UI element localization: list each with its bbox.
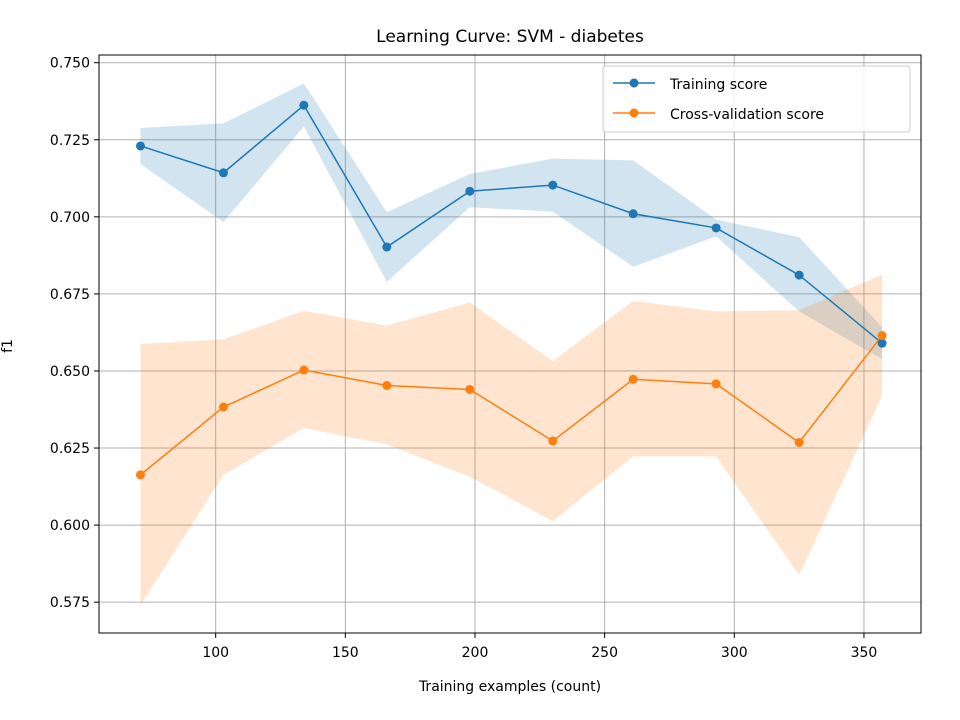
grid	[99, 55, 921, 633]
point-training	[218, 168, 228, 178]
point-training	[465, 186, 475, 196]
point-training	[877, 338, 887, 348]
y-axis-label: f1	[0, 339, 16, 353]
line-cross-validation	[140, 335, 883, 476]
legend-entry-cross-validation: Cross-validation score	[613, 107, 824, 123]
point-cross-validation	[218, 402, 228, 412]
plot-frame	[98, 54, 922, 634]
point-cross-validation	[465, 384, 475, 394]
legend-marker-cross-validation	[629, 108, 639, 118]
legend: Training score Cross-validation score	[602, 65, 911, 133]
point-training	[628, 209, 638, 219]
line-training	[140, 104, 883, 344]
series-markers	[135, 100, 887, 480]
y-tick-label: 0.725	[50, 133, 90, 149]
y-tick-label: 0.650	[50, 364, 90, 380]
point-training	[711, 223, 721, 233]
band-cross-validation	[140, 274, 883, 606]
point-cross-validation	[548, 436, 558, 446]
y-tick-label: 0.700	[50, 210, 90, 226]
point-training	[299, 100, 309, 110]
band-training	[140, 83, 883, 360]
y-tick-label: 0.750	[50, 56, 90, 72]
x-tick-label: 150	[332, 645, 359, 661]
legend-box	[602, 65, 911, 133]
y-tick-label: 0.625	[50, 441, 90, 457]
confidence-bands	[140, 83, 883, 606]
x-axis-label: Training examples (count)	[418, 679, 601, 695]
y-tick-label: 0.575	[50, 595, 90, 611]
y-axis-ticks: 0.575 0.600 0.625 0.650 0.675 0.700 0.725 0.750	[50, 56, 99, 611]
point-cross-validation	[711, 379, 721, 389]
x-tick-label: 350	[851, 645, 878, 661]
y-tick-label: 0.675	[50, 287, 90, 303]
x-axis-ticks: 100 150 200 250 300 350	[202, 633, 877, 661]
legend-label-training: Training score	[669, 77, 767, 93]
point-training	[382, 242, 392, 252]
x-tick-label: 100	[202, 645, 229, 661]
y-tick-label: 0.600	[50, 518, 90, 534]
x-tick-label: 250	[591, 645, 618, 661]
x-tick-label: 300	[721, 645, 748, 661]
point-cross-validation	[877, 331, 887, 341]
point-cross-validation	[628, 374, 638, 384]
legend-entry-training: Training score	[613, 77, 767, 93]
chart-title: Learning Curve: SVM - diabetes	[376, 27, 644, 47]
series-lines	[140, 104, 883, 476]
point-cross-validation	[794, 437, 804, 447]
point-cross-validation	[382, 380, 392, 390]
point-cross-validation	[135, 470, 145, 480]
point-training	[794, 270, 804, 280]
point-cross-validation	[299, 365, 309, 375]
legend-label-cross-validation: Cross-validation score	[670, 107, 824, 123]
point-training	[548, 180, 558, 190]
legend-marker-training	[629, 78, 639, 88]
point-training	[135, 141, 145, 151]
x-tick-label: 200	[462, 645, 489, 661]
